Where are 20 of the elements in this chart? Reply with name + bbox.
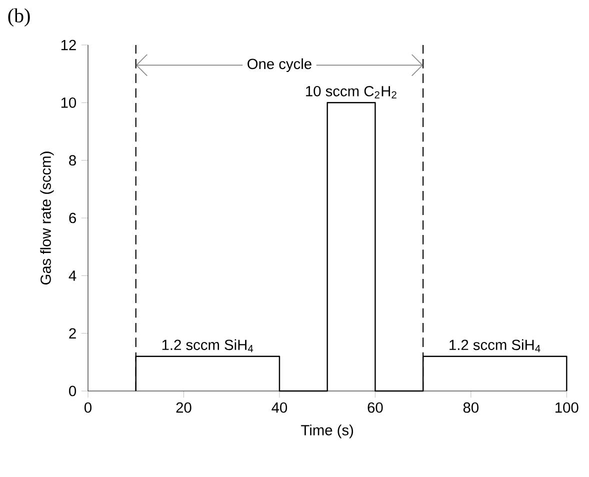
y-tick-label: 6 — [69, 212, 76, 224]
y-tick-label: 10 — [61, 97, 76, 108]
y-axis-title: Gas flow rate (sccm) — [40, 152, 54, 284]
y-tick-label: 0 — [69, 386, 76, 396]
x-axis-title: Time (s) — [301, 424, 354, 438]
x-tick-label: 80 — [463, 402, 478, 413]
x-tick-label: 100 — [556, 402, 578, 413]
y-tick-label: 4 — [68, 270, 76, 281]
text: (b) — [8, 8, 30, 27]
x-tick-label: 40 — [272, 402, 288, 413]
y-tick-label: 8 — [69, 155, 76, 166]
y-tick-label: 2 — [69, 328, 76, 338]
annotation: One cycle — [248, 58, 312, 72]
y-tick-label: 12 — [61, 40, 76, 50]
x-tick-label: 0 — [84, 402, 92, 413]
annotation: 10 sccm C$_{2}$H$_{2}$ — [306, 86, 396, 98]
annotation: 1.2 sccm SiH$_{4}$ — [162, 339, 254, 352]
x-tick-label: 60 — [368, 402, 383, 413]
annotation: 1.2 sccm SiH$_{4}$ — [450, 339, 540, 352]
x-tick-label: 20 — [176, 402, 192, 413]
